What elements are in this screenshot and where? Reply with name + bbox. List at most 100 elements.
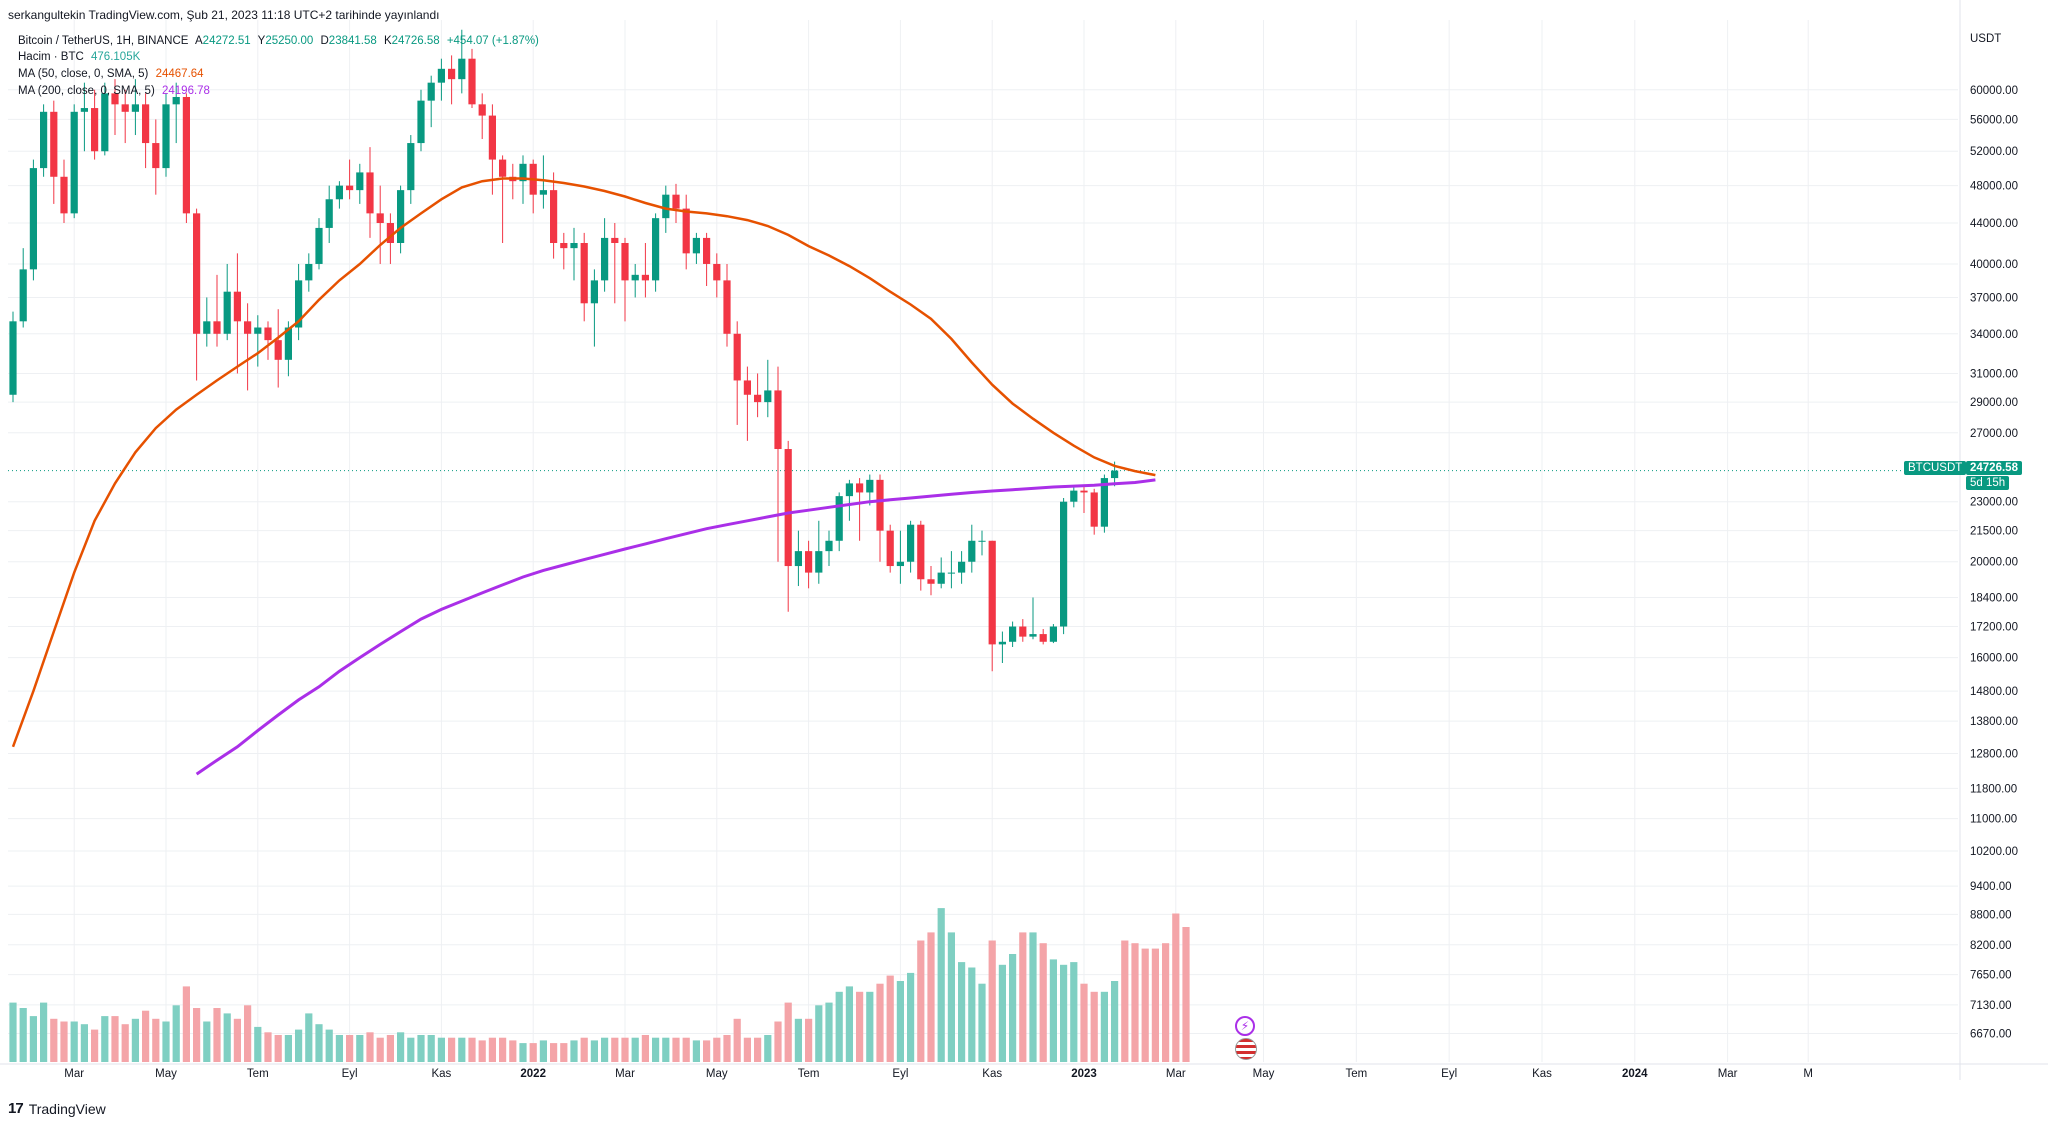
volume-bar xyxy=(794,1018,802,1062)
candle-body xyxy=(1070,490,1078,502)
volume-bar xyxy=(1070,962,1078,1062)
ma50-legend-row[interactable]: MA (50, close, 0, SMA, 5) 24467.64 xyxy=(18,68,208,80)
volume-bar xyxy=(570,1040,578,1062)
y-tick-label: 20000.00 xyxy=(1970,557,2018,569)
candle-body xyxy=(397,190,405,243)
symbol-title[interactable]: Bitcoin / TetherUS, 1H, BINANCE xyxy=(18,35,189,47)
tradingview-brand[interactable]: 17 TradingView xyxy=(8,1100,106,1117)
volume-bar xyxy=(611,1037,619,1062)
volume-bar xyxy=(590,1040,598,1062)
volume-bar xyxy=(743,1037,751,1062)
volume-bar xyxy=(1131,943,1139,1062)
candle-body xyxy=(111,93,119,105)
volume-bar xyxy=(703,1040,711,1062)
y-tick-label: 10200.00 xyxy=(1970,846,2018,858)
candle-body xyxy=(213,321,221,334)
volume-bar xyxy=(907,972,915,1062)
volume-bar xyxy=(356,1035,364,1062)
us-flag-icon[interactable] xyxy=(1235,1038,1257,1060)
x-tick-label: May xyxy=(1253,1068,1275,1080)
volume-bar xyxy=(142,1010,150,1062)
y-tick-label: 31000.00 xyxy=(1970,368,2018,380)
candle-body xyxy=(437,68,445,83)
volume-bar xyxy=(1060,964,1068,1062)
x-tick-label: Kas xyxy=(1532,1068,1552,1080)
volume-bar xyxy=(478,1040,486,1062)
x-tick-label: Mar xyxy=(64,1068,84,1080)
x-tick-label: M xyxy=(1803,1068,1813,1080)
volume-value: 476.105K xyxy=(91,51,141,63)
volume-bar xyxy=(264,1032,272,1062)
candle-body xyxy=(142,104,150,144)
y-tick-label: 12800.00 xyxy=(1970,748,2018,760)
y-tick-label: 16000.00 xyxy=(1970,653,2018,665)
volume-bar xyxy=(233,1018,241,1062)
candle-body xyxy=(1100,478,1108,527)
volume-bar xyxy=(1100,991,1108,1062)
ma50-line xyxy=(11,177,1156,748)
candle-body xyxy=(764,390,772,403)
candle-body xyxy=(570,242,578,249)
y-tick-label: 29000.00 xyxy=(1970,397,2018,409)
candle-body xyxy=(713,263,721,281)
candle-body xyxy=(335,185,343,200)
ma200-label: MA (200, close, 0, SMA, 5) xyxy=(18,85,155,97)
y-tick-label: 34000.00 xyxy=(1970,329,2018,341)
candle-body xyxy=(621,242,629,281)
y-tick-label: 23000.00 xyxy=(1970,497,2018,509)
candle-body xyxy=(9,321,17,395)
lightning-icon[interactable]: ⚡ xyxy=(1235,1016,1255,1036)
volume-bar xyxy=(947,932,955,1062)
candle-body xyxy=(203,321,211,334)
volume-bar xyxy=(1162,943,1170,1062)
candle-body xyxy=(958,561,966,573)
candle-body xyxy=(427,82,435,101)
candle-body xyxy=(121,104,129,112)
volume-bar xyxy=(448,1037,456,1062)
x-tick-label: 2024 xyxy=(1622,1068,1648,1080)
candle-body xyxy=(172,96,180,105)
x-tick-label: Kas xyxy=(431,1068,451,1080)
candle-body xyxy=(254,327,262,334)
volume-bar xyxy=(652,1037,660,1062)
y-tick-label: 48000.00 xyxy=(1970,181,2018,193)
volume-bar xyxy=(580,1037,588,1062)
volume-bar xyxy=(682,1037,690,1062)
volume-bar xyxy=(244,1005,252,1062)
volume-bar xyxy=(509,1040,517,1062)
volume-bar xyxy=(641,1035,649,1062)
volume-bar xyxy=(754,1037,762,1062)
x-tick-label: Tem xyxy=(798,1068,820,1080)
candle-body xyxy=(386,223,394,243)
volume-bar xyxy=(70,1021,78,1062)
volume-bar xyxy=(1039,943,1047,1062)
volume-bar xyxy=(9,1002,17,1062)
candle-body xyxy=(611,237,619,243)
volume-bar xyxy=(29,1016,37,1062)
candle-body xyxy=(468,58,476,105)
published-by-line: serkangultekin TradingView.com, Şub 21, … xyxy=(8,8,440,22)
volume-bar xyxy=(723,1035,731,1062)
candle-body xyxy=(244,321,252,334)
candle-body xyxy=(835,496,843,541)
candle-body xyxy=(1039,634,1047,642)
y-tick-label: 9400.00 xyxy=(1970,881,2012,893)
volume-legend-row[interactable]: Hacim · BTC 476.105K xyxy=(18,51,144,63)
volume-bar xyxy=(305,1013,313,1062)
y-tick-label: 56000.00 xyxy=(1970,114,2018,126)
volume-bar xyxy=(19,1008,27,1062)
candle-body xyxy=(60,176,68,214)
candle-body xyxy=(998,641,1006,645)
volume-bar xyxy=(182,986,190,1062)
candle-body xyxy=(488,115,496,160)
x-tick-label: 2023 xyxy=(1071,1068,1097,1080)
candle-body xyxy=(458,58,466,80)
ma200-legend-row[interactable]: MA (200, close, 0, SMA, 5) 24196.78 xyxy=(18,85,214,97)
volume-bar xyxy=(172,1005,180,1062)
candle-body xyxy=(723,280,731,334)
candle-body xyxy=(182,96,190,214)
volume-bar xyxy=(927,932,935,1062)
candle-body xyxy=(845,483,853,497)
volume-bar xyxy=(539,1040,547,1062)
